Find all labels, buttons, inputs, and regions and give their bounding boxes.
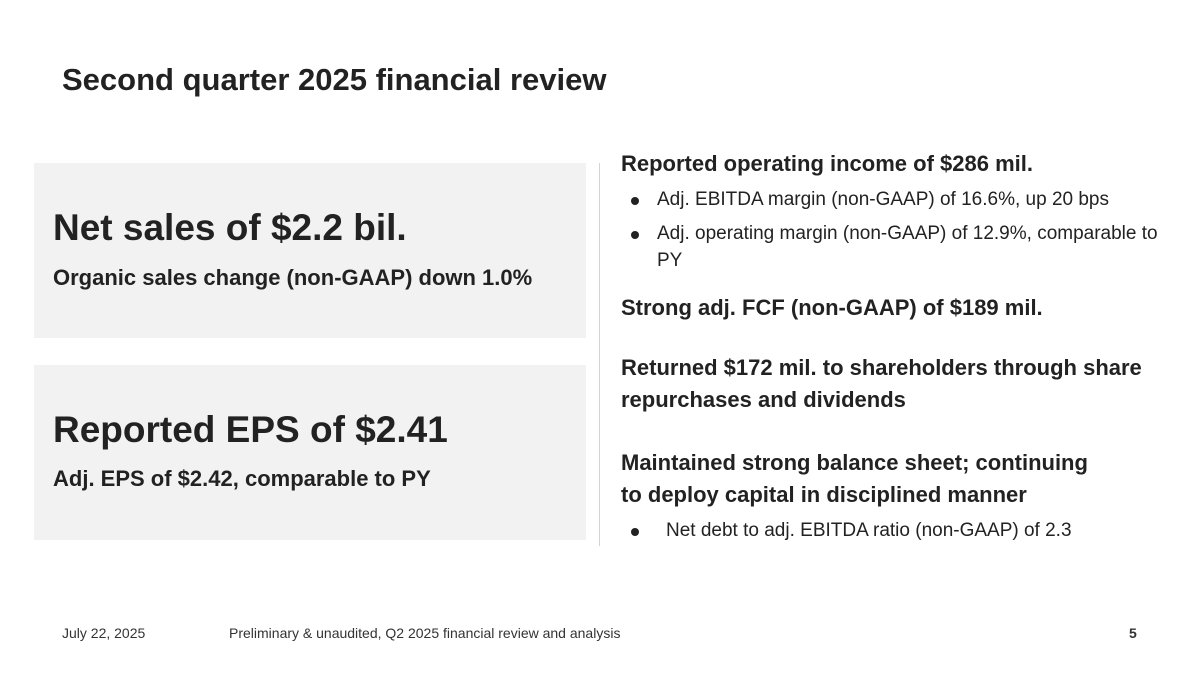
net-sales-headline: Net sales of $2.2 bil. (53, 207, 407, 248)
footer-note: Preliminary & unaudited, Q2 2025 financi… (229, 625, 621, 641)
balance-sheet-heading-line2: to deploy capital in disciplined manner (621, 482, 1027, 507)
list-item: Net debt to adj. EBITDA ratio (non-GAAP)… (621, 517, 1181, 544)
list-item: Adj. operating margin (non-GAAP) of 12.9… (621, 220, 1181, 274)
adj-eps-subline: Adj. EPS of $2.42, comparable to PY (53, 466, 431, 491)
eps-headline: Reported EPS of $2.41 (53, 409, 448, 450)
fcf-block: Strong adj. FCF (non-GAAP) of $189 mil. (621, 292, 1181, 324)
list-item: Adj. EBITDA margin (non-GAAP) of 16.6%, … (621, 186, 1181, 213)
operating-income-heading: Reported operating income of $286 mil. (621, 151, 1033, 176)
ebitda-margin-text: Adj. EBITDA margin (non-GAAP) of 16.6%, … (657, 189, 1110, 210)
balance-sheet-heading-line1: Maintained strong balance sheet; continu… (621, 450, 1088, 475)
returned-capital-heading: Returned $172 mil. to shareholders throu… (621, 355, 1142, 412)
operating-income-block: Reported operating income of $286 mil. A… (621, 148, 1181, 274)
page-number: 5 (1129, 625, 1137, 641)
operating-income-bullets: Adj. EBITDA margin (non-GAAP) of 16.6%, … (621, 186, 1181, 274)
fcf-heading: Strong adj. FCF (non-GAAP) of $189 mil. (621, 295, 1043, 320)
column-divider (599, 163, 600, 546)
bullet-dot-icon (631, 231, 639, 239)
returned-capital-block: Returned $172 mil. to shareholders throu… (621, 352, 1181, 416)
net-sales-card: Net sales of $2.2 bil. Organic sales cha… (34, 163, 586, 338)
slide-title: Second quarter 2025 financial review (62, 62, 607, 97)
bullet-dot-icon (631, 197, 639, 205)
balance-sheet-block: Maintained strong balance sheet; continu… (621, 447, 1181, 544)
balance-sheet-bullets: Net debt to adj. EBITDA ratio (non-GAAP)… (621, 517, 1181, 544)
operating-margin-text: Adj. operating margin (non-GAAP) of 12.9… (657, 223, 1158, 271)
eps-card: Reported EPS of $2.41 Adj. EPS of $2.42,… (34, 365, 586, 540)
net-debt-ratio-text: Net debt to adj. EBITDA ratio (non-GAAP)… (666, 520, 1072, 541)
footer-date: July 22, 2025 (62, 625, 146, 641)
organic-sales-subline: Organic sales change (non-GAAP) down 1.0… (53, 265, 533, 290)
highlights-column: Reported operating income of $286 mil. A… (621, 148, 1181, 551)
bullet-dot-icon (631, 528, 639, 536)
